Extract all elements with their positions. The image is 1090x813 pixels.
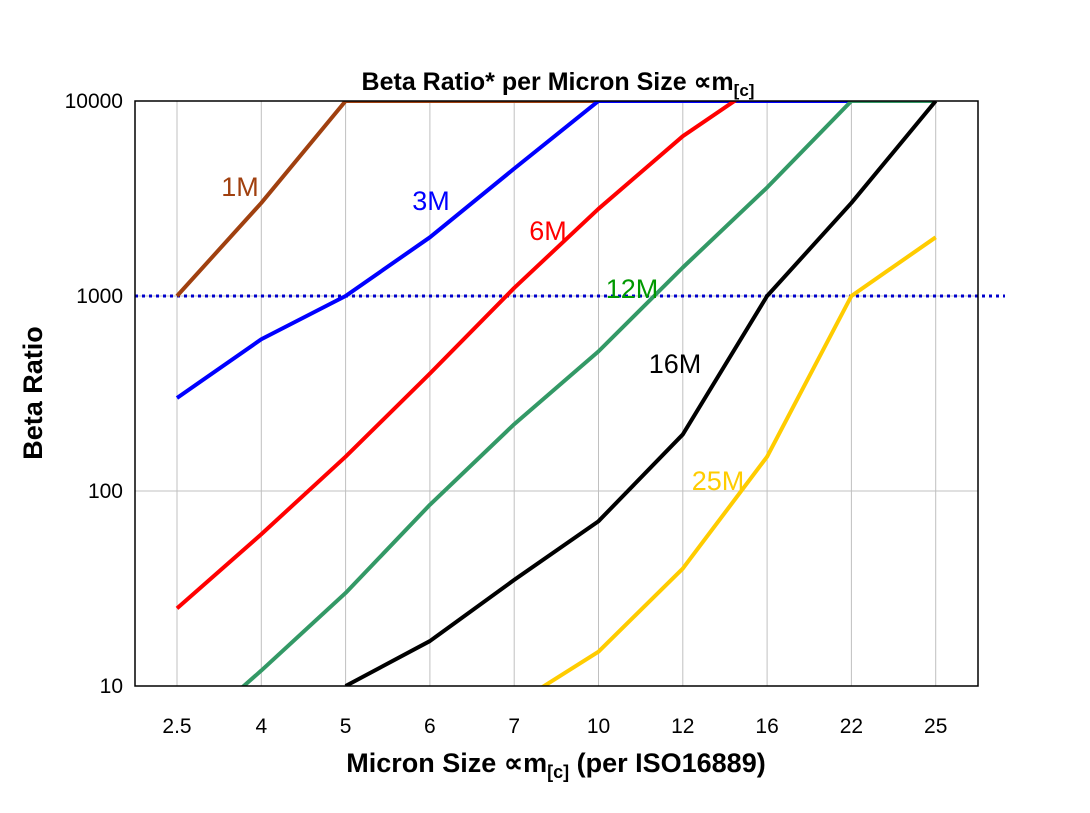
series-label-25M: 25M [692,466,745,496]
series-line-3M [175,101,936,400]
series-label-1M: 1M [221,172,259,202]
series-line-6M [175,101,739,610]
y-tick-label: 100 [88,480,123,503]
x-tick-label: 2.5 [162,715,191,738]
grid [135,100,978,687]
x-tick-label: 6 [424,715,436,738]
y-tick-label: 10 [100,675,123,698]
x-tick-label: 22 [840,715,863,738]
plot-frame [134,100,979,687]
chart-title: Beta Ratio* per Micron Size ∝m[c] [362,68,755,100]
x-tick-label: 7 [508,715,520,738]
series-labels: 1M 3M 6M 12M 16M 25M [221,172,744,496]
x-tick-label: 5 [340,715,352,738]
series-line-12M [240,101,936,686]
x-axis-label: Micron Size ∝m[c] (per ISO16889) [346,748,765,782]
x-tick-label: 12 [671,715,694,738]
y-tick-label: 10000 [65,90,123,113]
series-line-1M [175,101,599,298]
series-label-6M: 6M [529,216,567,246]
y-tick-label: 1000 [76,285,123,308]
y-axis-label: Beta Ratio [18,326,48,460]
x-tick-label: 4 [255,715,267,738]
series-line-16M [344,101,938,686]
x-tick-labels: 2.5 4 5 6 7 10 12 16 22 25 [162,715,947,738]
x-tick-label: 16 [755,715,778,738]
x-tick-label: 10 [587,715,610,738]
series-label-12M: 12M [606,274,659,304]
y-tick-labels: 10 100 1000 10000 [65,90,123,698]
series-lines [175,101,938,686]
x-tick-label: 25 [924,715,947,738]
series-label-16M: 16M [649,349,702,379]
series-line-25M [540,235,937,686]
series-label-3M: 3M [412,186,450,216]
